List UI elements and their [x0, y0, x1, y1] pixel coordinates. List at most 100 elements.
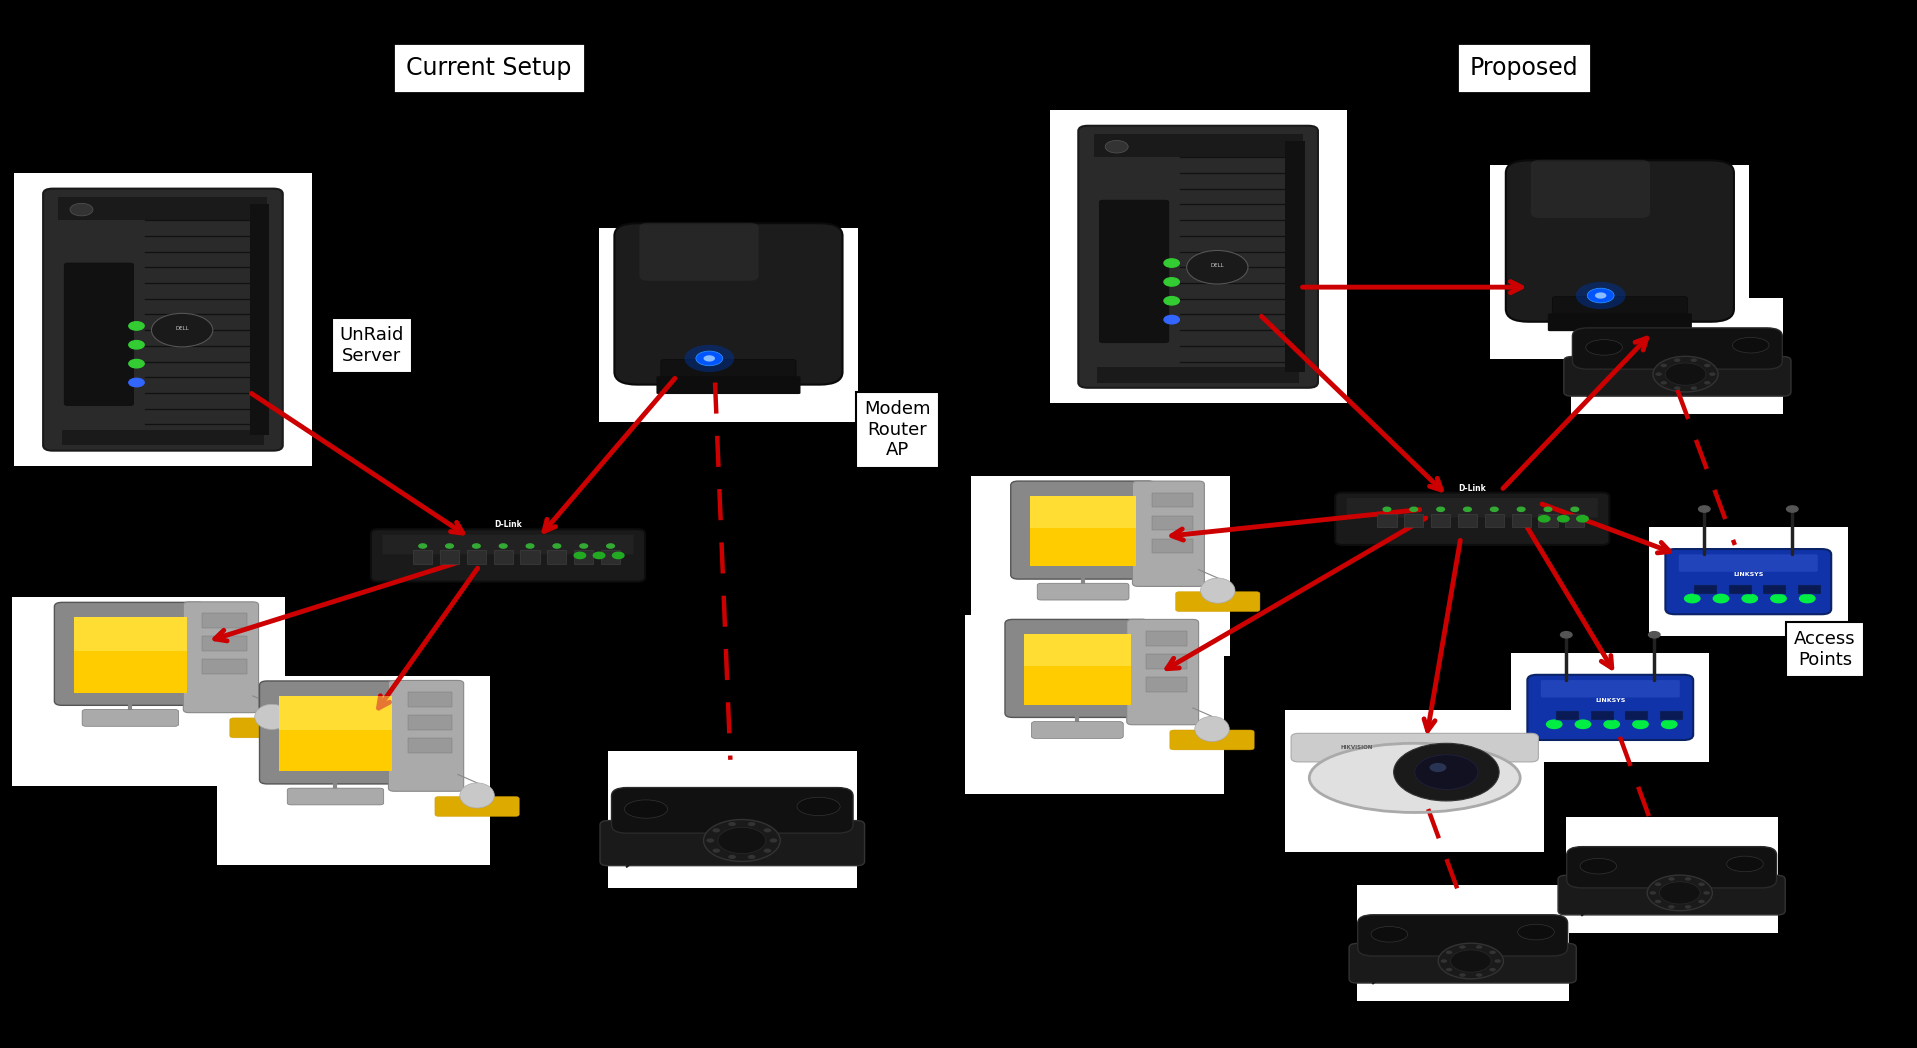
Circle shape: [1578, 516, 1589, 522]
FancyBboxPatch shape: [278, 696, 393, 729]
Circle shape: [498, 544, 508, 548]
Text: Proposed: Proposed: [1470, 57, 1578, 80]
Bar: [408, 692, 452, 706]
Circle shape: [1164, 259, 1179, 267]
FancyBboxPatch shape: [54, 603, 207, 705]
Circle shape: [554, 544, 560, 548]
FancyBboxPatch shape: [1029, 496, 1137, 527]
Circle shape: [594, 552, 606, 559]
FancyBboxPatch shape: [468, 550, 487, 564]
Circle shape: [1654, 900, 1662, 903]
Circle shape: [1537, 516, 1551, 522]
FancyBboxPatch shape: [602, 550, 621, 564]
Bar: [1660, 711, 1683, 720]
Circle shape: [1660, 881, 1700, 904]
Text: Access
Points: Access Points: [1794, 630, 1856, 670]
Bar: [408, 738, 452, 752]
Bar: [1572, 299, 1783, 414]
Circle shape: [728, 855, 736, 859]
Bar: [1095, 134, 1304, 157]
FancyBboxPatch shape: [414, 550, 433, 564]
FancyBboxPatch shape: [1024, 634, 1131, 665]
Bar: [1284, 711, 1545, 851]
FancyBboxPatch shape: [1005, 619, 1150, 718]
FancyBboxPatch shape: [1376, 514, 1396, 527]
Circle shape: [1547, 720, 1562, 728]
Circle shape: [748, 855, 755, 859]
Circle shape: [1415, 755, 1478, 789]
Bar: [1626, 711, 1649, 720]
FancyBboxPatch shape: [1564, 514, 1583, 527]
Circle shape: [128, 322, 144, 330]
Bar: [1152, 539, 1192, 553]
FancyBboxPatch shape: [1572, 328, 1783, 369]
Circle shape: [1451, 949, 1491, 973]
FancyBboxPatch shape: [278, 696, 393, 771]
Circle shape: [1660, 381, 1668, 385]
Circle shape: [719, 828, 767, 853]
Circle shape: [1560, 632, 1572, 638]
FancyBboxPatch shape: [1284, 141, 1304, 372]
FancyBboxPatch shape: [73, 617, 188, 651]
Circle shape: [1595, 292, 1606, 299]
Circle shape: [1704, 891, 1710, 895]
Bar: [966, 614, 1225, 794]
Circle shape: [1445, 951, 1453, 954]
Circle shape: [1465, 507, 1472, 511]
FancyBboxPatch shape: [1334, 493, 1610, 545]
FancyBboxPatch shape: [1292, 734, 1537, 762]
Circle shape: [1660, 364, 1668, 367]
FancyBboxPatch shape: [1175, 592, 1259, 612]
Ellipse shape: [255, 704, 289, 729]
Circle shape: [1164, 315, 1179, 324]
Text: HIKVISION: HIKVISION: [1342, 745, 1373, 750]
Text: UnRaid
Server: UnRaid Server: [339, 326, 404, 366]
FancyBboxPatch shape: [1133, 481, 1204, 587]
Circle shape: [1559, 516, 1570, 522]
Text: DELL: DELL: [1210, 263, 1225, 267]
Ellipse shape: [1518, 924, 1555, 940]
Circle shape: [1771, 594, 1787, 603]
FancyBboxPatch shape: [435, 796, 520, 816]
FancyBboxPatch shape: [548, 550, 567, 564]
FancyBboxPatch shape: [230, 718, 314, 738]
Circle shape: [1576, 282, 1626, 309]
Circle shape: [1518, 507, 1526, 511]
FancyBboxPatch shape: [1350, 943, 1576, 983]
Circle shape: [1164, 278, 1179, 286]
Bar: [1764, 585, 1787, 594]
Circle shape: [728, 822, 736, 826]
FancyBboxPatch shape: [441, 550, 460, 564]
Ellipse shape: [1580, 858, 1616, 874]
Text: D-Link: D-Link: [1459, 483, 1486, 493]
Circle shape: [1685, 594, 1700, 603]
Circle shape: [613, 552, 625, 559]
Circle shape: [1394, 743, 1499, 801]
Circle shape: [473, 544, 481, 548]
Circle shape: [1666, 363, 1706, 386]
Circle shape: [1438, 507, 1445, 511]
Bar: [1566, 817, 1777, 933]
Text: Current Setup: Current Setup: [406, 57, 571, 80]
Circle shape: [1685, 905, 1691, 909]
FancyBboxPatch shape: [521, 550, 541, 564]
Text: D-Link: D-Link: [495, 520, 521, 529]
Circle shape: [707, 838, 713, 843]
FancyBboxPatch shape: [615, 223, 843, 385]
Circle shape: [151, 313, 213, 347]
FancyBboxPatch shape: [1564, 356, 1790, 396]
FancyBboxPatch shape: [1566, 847, 1777, 888]
Circle shape: [1647, 875, 1712, 911]
Text: LINKSYS: LINKSYS: [1733, 572, 1764, 577]
Circle shape: [1704, 381, 1710, 385]
Circle shape: [1691, 387, 1697, 390]
Bar: [1357, 886, 1568, 1001]
FancyBboxPatch shape: [1127, 619, 1198, 725]
Circle shape: [1587, 288, 1614, 303]
Circle shape: [1674, 358, 1681, 362]
Circle shape: [1438, 943, 1503, 979]
FancyBboxPatch shape: [1169, 730, 1254, 750]
Circle shape: [1743, 594, 1758, 603]
Circle shape: [1545, 507, 1553, 511]
Circle shape: [128, 378, 144, 387]
